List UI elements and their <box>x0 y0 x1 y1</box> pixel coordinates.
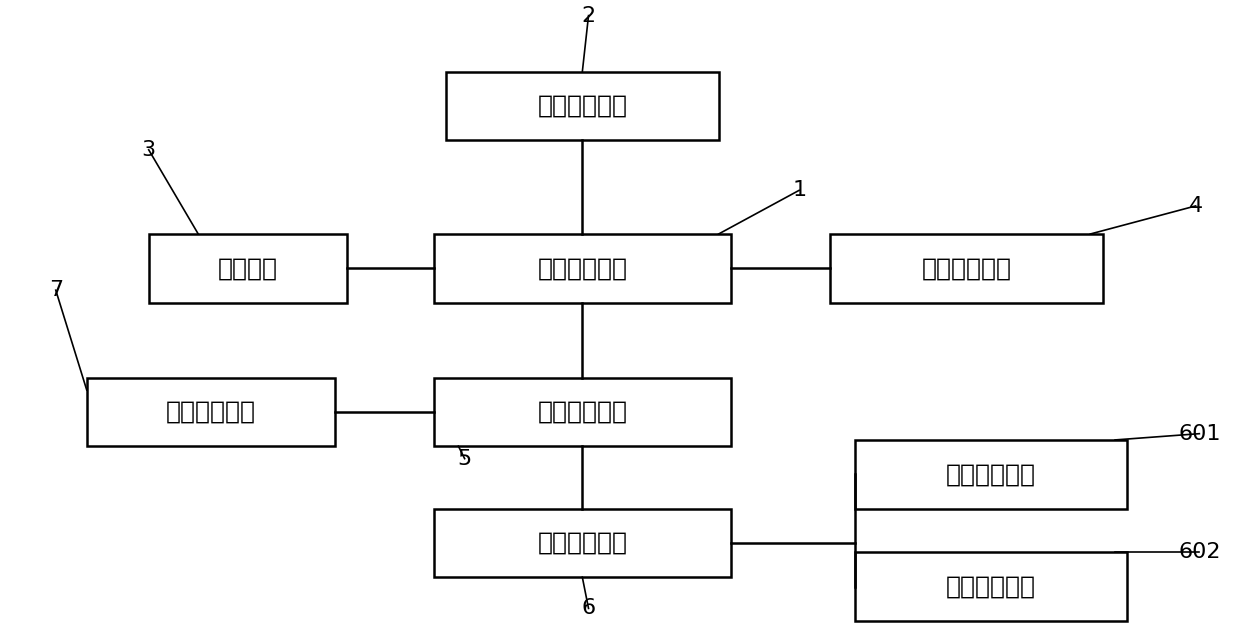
Text: 在线挂号系统: 在线挂号系统 <box>166 400 255 424</box>
Bar <box>446 72 719 140</box>
Text: 辅助决策系统: 辅助决策系统 <box>538 400 627 424</box>
Text: 信息输入系统: 信息输入系统 <box>538 256 627 280</box>
Text: 语音交互系统: 语音交互系统 <box>947 462 1036 486</box>
Bar <box>855 440 1127 509</box>
Text: 信息反馈系统: 信息反馈系统 <box>538 531 627 555</box>
Bar <box>87 378 335 446</box>
Text: 6: 6 <box>581 598 596 618</box>
Text: 2: 2 <box>581 6 596 26</box>
Text: 7: 7 <box>48 280 63 300</box>
Bar <box>830 234 1103 303</box>
Text: 1: 1 <box>792 180 807 200</box>
Bar <box>855 552 1127 621</box>
Text: 602: 602 <box>1178 542 1220 562</box>
Text: 通道指示系统: 通道指示系统 <box>947 575 1036 598</box>
Text: 4: 4 <box>1188 196 1203 216</box>
Bar <box>149 234 347 303</box>
Bar <box>434 234 731 303</box>
Text: 三维影像系统: 三维影像系统 <box>538 94 627 118</box>
Bar <box>434 378 731 446</box>
Text: 身份识别系统: 身份识别系统 <box>922 256 1011 280</box>
Text: 5: 5 <box>457 449 472 469</box>
Text: 急诊系统: 急诊系统 <box>218 256 278 280</box>
Bar <box>434 509 731 577</box>
Text: 601: 601 <box>1178 424 1220 444</box>
Text: 3: 3 <box>141 140 156 160</box>
